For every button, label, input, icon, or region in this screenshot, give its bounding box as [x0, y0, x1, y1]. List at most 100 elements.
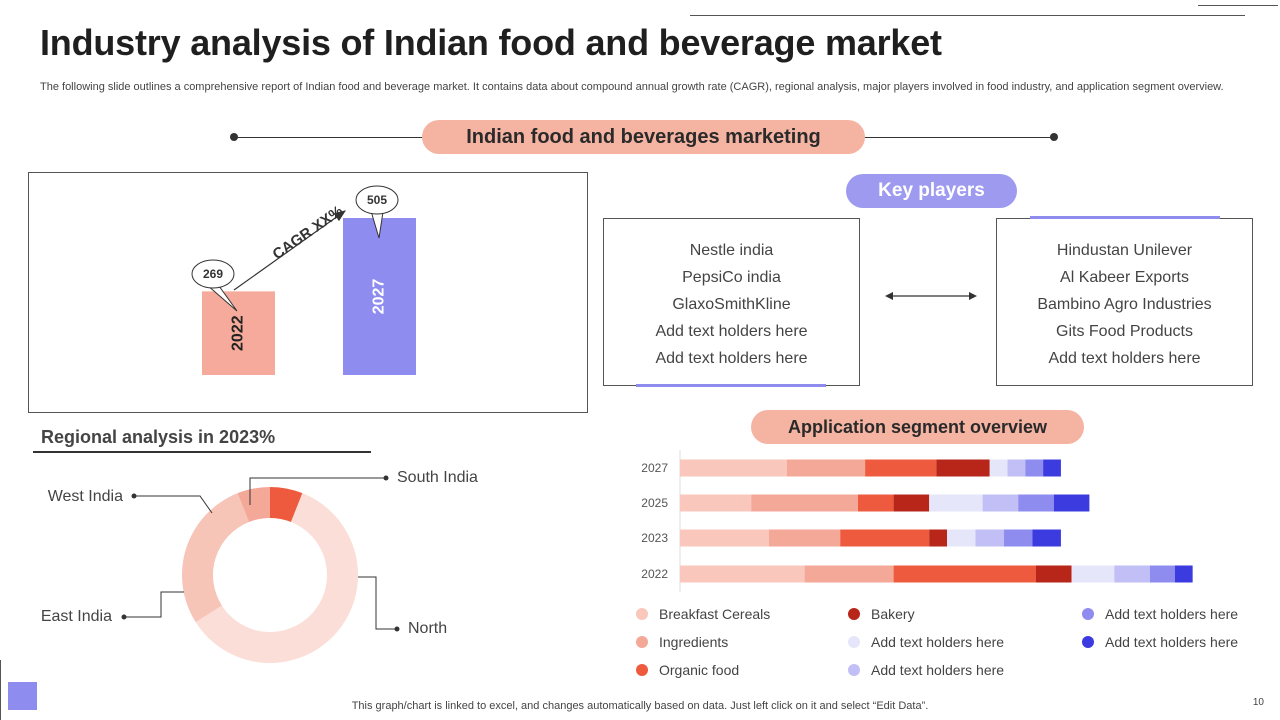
- donut-slice-south-india: [270, 487, 303, 523]
- segment-legend-item: Bakery: [848, 606, 915, 622]
- regional-heading-underline: [33, 451, 371, 453]
- segment-bar-2025: [1018, 494, 1054, 512]
- key-players-left-accent: [636, 384, 826, 387]
- banner-title: Indian food and beverages marketing: [422, 120, 865, 154]
- regional-heading: Regional analysis in 2023%: [41, 427, 276, 447]
- legend-label: Breakfast Cereals: [659, 606, 771, 622]
- donut-callout-dot: [383, 475, 389, 481]
- growth-value-label: 505: [367, 193, 387, 207]
- donut-callout-line: [124, 591, 184, 618]
- key-player-left-item: Nestle india: [689, 242, 774, 259]
- key-player-left-item: GlaxoSmithKline: [672, 296, 791, 313]
- legend-swatch: [848, 608, 860, 620]
- growth-chart-frame: 2022 269 2027 505 CAGR XX%: [28, 172, 588, 413]
- donut-label: South India: [397, 469, 478, 486]
- legend-label: Add text holders here: [871, 662, 1005, 678]
- double-arrow-icon: [885, 292, 977, 300]
- donut-callout-dot: [121, 614, 127, 620]
- key-player-right-item: Hindustan Unilever: [1056, 242, 1193, 259]
- top-rule: [690, 15, 1245, 16]
- segment-category-label: 2025: [641, 496, 668, 510]
- cagr-arrow: [233, 210, 346, 291]
- segment-legend-item: Add text holders here: [848, 634, 1004, 650]
- legend-swatch: [848, 664, 860, 676]
- legend-label: Add text holders here: [871, 634, 1005, 650]
- donut-slice-north: [195, 493, 358, 663]
- growth-bar-category-label: 2027: [371, 279, 388, 315]
- page-title: Industry analysis of Indian food and bev…: [40, 22, 942, 63]
- segment-bar-2027: [1007, 459, 1026, 477]
- donut-slice-west-india: [237, 487, 270, 523]
- segment-bar-2022: [1174, 565, 1193, 583]
- growth-bar-2027: [343, 218, 416, 375]
- segment-category-label: 2027: [641, 461, 668, 475]
- segment-bar-2025: [680, 494, 752, 512]
- page-number: 10: [1252, 697, 1264, 708]
- segment-chart: 2027 2025 2023 2022: [641, 450, 1193, 592]
- value-callout-bubble: [355, 185, 399, 215]
- donut-callout-dot: [131, 493, 137, 499]
- segment-bar-2023: [840, 529, 930, 547]
- footer-note: This graph/chart is linked to excel, and…: [351, 700, 929, 712]
- segment-bar-2025: [982, 494, 1019, 512]
- segment-bar-2023: [1003, 529, 1033, 547]
- donut-callout-dot: [394, 626, 400, 632]
- legend-label: Organic food: [659, 662, 740, 678]
- legend-swatch: [636, 608, 648, 620]
- segment-bar-2022: [893, 565, 1036, 583]
- segment-bar-2027: [680, 459, 787, 477]
- donut-callout-line: [134, 495, 213, 514]
- segment-category-label: 2023: [641, 531, 668, 545]
- segment-bar-2022: [1149, 565, 1175, 583]
- growth-chart: 2022 269 2027 505 CAGR XX%: [191, 185, 416, 375]
- segment-bar-2025: [893, 494, 930, 512]
- key-player-left-item: Add text holders here: [655, 323, 808, 340]
- cagr-label: CAGR XX%: [270, 202, 347, 263]
- key-player-right-item: Gits Food Products: [1056, 323, 1193, 340]
- top-rule-short: [1198, 5, 1278, 6]
- segment-legend-item: Add text holders here: [848, 662, 1004, 678]
- segment-bar-2022: [1036, 565, 1072, 583]
- legend-label: Ingredients: [659, 634, 729, 650]
- donut-slice-east-india: [182, 493, 250, 623]
- key-players-right-accent: [1030, 216, 1220, 219]
- segment-bar-2023: [947, 529, 976, 547]
- regional-donut-chart: South India North East India West India: [41, 469, 478, 663]
- banner-right-dot: [1050, 133, 1058, 141]
- key-players-right-box: Hindustan Unilever Al Kabeer Exports Bambi…: [996, 218, 1253, 386]
- segment-legend-item: Breakfast Cereals: [636, 606, 770, 622]
- segment-bar-2025: [751, 494, 858, 512]
- segment-bar-2023: [929, 529, 947, 547]
- growth-bar-category-label: 2022: [230, 315, 247, 351]
- segment-bar-2025: [1053, 494, 1090, 512]
- segment-bar-2022: [1071, 565, 1115, 583]
- key-player-left-item: PepsiCo india: [682, 269, 781, 286]
- segment-bar-2027: [786, 459, 866, 477]
- donut-callout-line: [249, 477, 386, 505]
- segment-bar-2027: [1043, 459, 1061, 477]
- legend-swatch: [636, 664, 648, 676]
- donut-label: North: [408, 620, 447, 637]
- key-player-right-item: Add text holders here: [1048, 350, 1201, 367]
- growth-value-label: 269: [203, 267, 223, 281]
- legend-label: Add text holders here: [1105, 634, 1239, 650]
- growth-bar-2022: [202, 291, 275, 375]
- segment-legend-item: Add text holders here: [1082, 634, 1238, 650]
- segment-bar-2027: [989, 459, 1008, 477]
- banner-right-line: [864, 137, 1054, 138]
- donut-label: West India: [48, 488, 123, 505]
- segment-legend-item: Organic food: [636, 662, 739, 678]
- key-player-right-item: Al Kabeer Exports: [1060, 269, 1189, 286]
- key-player-right-item: Bambino Agro Industries: [1037, 296, 1212, 313]
- legend-swatch: [1082, 608, 1094, 620]
- segment-legend-item: Ingredients: [636, 634, 728, 650]
- key-players-heading: Key players: [846, 174, 1017, 208]
- segment-bar-2027: [936, 459, 990, 477]
- segment-bar-2022: [1114, 565, 1150, 583]
- legend-swatch: [636, 636, 648, 648]
- segment-bar-2027: [1025, 459, 1044, 477]
- legend-swatch: [1082, 636, 1094, 648]
- legend-swatch: [848, 636, 860, 648]
- key-player-left-item: Add text holders here: [655, 350, 808, 367]
- value-callout-bubble: [191, 259, 235, 289]
